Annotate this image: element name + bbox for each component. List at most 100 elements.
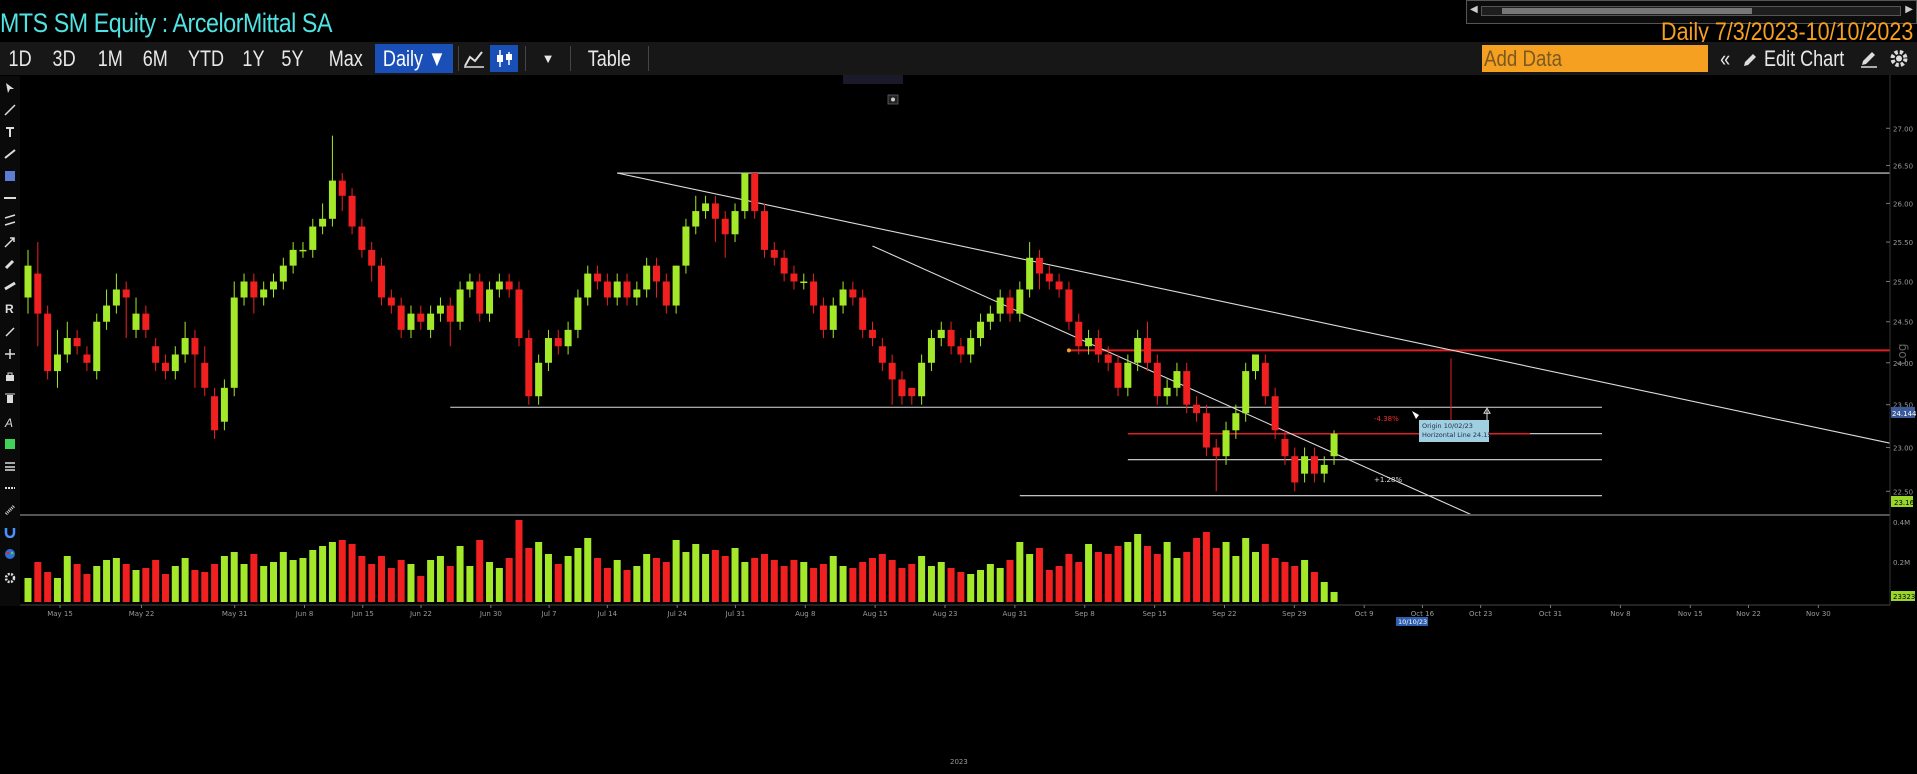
volume-bar	[652, 558, 660, 602]
text-a-icon[interactable]: A	[4, 416, 16, 428]
magnet-icon[interactable]	[4, 526, 16, 538]
period-6m-button[interactable]: 6M	[142, 46, 168, 71]
candle-body	[34, 273, 42, 314]
date-tick-label: Nov 8	[1610, 610, 1630, 618]
edit-icon[interactable]	[1857, 45, 1881, 72]
volume-bar	[525, 548, 533, 602]
candlestick-icon[interactable]	[490, 45, 518, 72]
candle-body	[554, 338, 562, 347]
volume-bar	[800, 562, 808, 602]
candle-body	[1320, 464, 1328, 474]
candle-body	[1055, 281, 1063, 290]
period-1d-button[interactable]: 1D	[8, 46, 32, 71]
scroll-left-icon[interactable]: ◀	[1470, 4, 1478, 15]
candle-body	[1291, 456, 1299, 483]
add-data-input[interactable]: Add Data	[1482, 45, 1708, 72]
price-chart[interactable]: 27.00 26.50 26.00 25.50 25.00 24.50 24.00 23.50…	[0, 75, 1917, 774]
table-button[interactable]: Table	[587, 46, 631, 71]
volume-bar	[1320, 582, 1328, 602]
candle-body	[702, 203, 710, 212]
price-tick-label: 25.50	[1893, 239, 1913, 247]
volume-bar	[1055, 566, 1063, 602]
text-tool-icon[interactable]	[4, 126, 16, 138]
range-track[interactable]	[1481, 6, 1901, 16]
pointer-icon[interactable]	[4, 82, 16, 94]
volume-bar	[731, 548, 739, 602]
date-tick-label: Sep 8	[1075, 610, 1095, 618]
origin-tooltip-line1: Origin 10/02/23	[1422, 422, 1473, 430]
range-scrollbar[interactable]: ◀ ▶	[1466, 0, 1917, 24]
volume-bar	[161, 574, 169, 602]
date-tick-label: Sep 22	[1212, 610, 1236, 618]
color-swatch-icon[interactable]	[4, 438, 16, 450]
mini-drawing-toolbar[interactable]	[843, 75, 903, 105]
price-tick-label: 24.00	[1893, 360, 1913, 368]
svg-text:R: R	[5, 302, 14, 314]
palette-icon[interactable]	[4, 548, 16, 560]
brush-tool-icon[interactable]	[4, 258, 16, 270]
volume-bar	[230, 552, 238, 602]
candle-body	[967, 338, 975, 355]
period-1y-button[interactable]: 1Y	[241, 46, 265, 71]
volume-bar	[937, 562, 945, 602]
volume-bar	[1143, 546, 1151, 602]
candle-body	[898, 379, 906, 397]
volume-bar	[152, 560, 160, 602]
candle-body	[73, 338, 81, 347]
trend-tool-icon[interactable]	[4, 148, 16, 160]
volume-bar	[1134, 534, 1142, 602]
edit-chart-button[interactable]: Edit Chart	[1742, 44, 1874, 73]
candle-body	[761, 211, 768, 250]
price-tick-label: 23.50	[1893, 402, 1913, 410]
volume-bar	[702, 554, 710, 602]
r-tool-icon[interactable]: R	[4, 302, 16, 314]
period-max-button[interactable]: Max	[328, 46, 364, 71]
candle-body	[623, 281, 631, 298]
double-chevron-left-icon[interactable]: «	[1719, 46, 1731, 71]
arrow-tool-icon[interactable]	[4, 236, 16, 248]
candle-body	[495, 281, 503, 290]
scroll-right-icon[interactable]: ▶	[1905, 4, 1913, 15]
gear-icon[interactable]	[1886, 45, 1912, 72]
delete-icon[interactable]	[4, 392, 16, 404]
candle-body	[260, 289, 268, 298]
hline-tool-icon[interactable]	[4, 192, 16, 204]
candle-body	[731, 211, 739, 235]
settings-icon[interactable]	[4, 572, 16, 584]
period-5y-button[interactable]: 5Y	[280, 46, 304, 71]
move-tool-icon[interactable]	[4, 348, 16, 360]
line-width-icon[interactable]	[4, 460, 16, 472]
candle-body	[417, 313, 425, 322]
line-tool-icon[interactable]	[4, 104, 16, 116]
candle-body	[977, 321, 985, 339]
candle-body	[535, 362, 543, 397]
volume-bar	[1085, 544, 1093, 602]
volume-bar	[387, 568, 395, 602]
volume-bar	[112, 558, 120, 602]
toolbar: 1D 3D 1M 6M YTD 1Y 5Y Max Daily ▼ ▼ Tabl…	[0, 42, 1917, 75]
pen-tool-icon[interactable]	[4, 326, 16, 338]
volume-bar	[1271, 558, 1279, 602]
lock-icon[interactable]	[4, 370, 16, 382]
period-ytd-button[interactable]: YTD	[187, 46, 225, 71]
volume-bar	[996, 568, 1004, 602]
ruler-tool-icon[interactable]	[4, 280, 16, 292]
line-chart-icon[interactable]	[460, 45, 488, 72]
period-3d-button[interactable]: 3D	[52, 46, 76, 71]
line-style-icon[interactable]	[4, 482, 16, 494]
channel-tool-icon[interactable]	[4, 214, 16, 226]
fib-tool-icon[interactable]	[4, 170, 16, 182]
frequency-dropdown[interactable]: Daily ▼	[375, 44, 453, 73]
volume-bar	[103, 560, 111, 602]
candle-body	[230, 297, 238, 388]
candle-body	[250, 281, 258, 298]
highlight-icon[interactable]	[4, 504, 16, 516]
period-1m-button[interactable]: 1M	[97, 46, 123, 71]
date-tick-label: Sep 15	[1142, 610, 1166, 618]
red-line-origin-marker[interactable]	[1066, 348, 1071, 353]
volume-bar	[1026, 554, 1034, 602]
chart-type-dropdown-icon[interactable]: ▼	[541, 51, 555, 66]
trendline-main[interactable]	[617, 172, 1891, 444]
range-thumb[interactable]	[1502, 8, 1752, 14]
trendline-steep[interactable]	[872, 245, 1473, 516]
